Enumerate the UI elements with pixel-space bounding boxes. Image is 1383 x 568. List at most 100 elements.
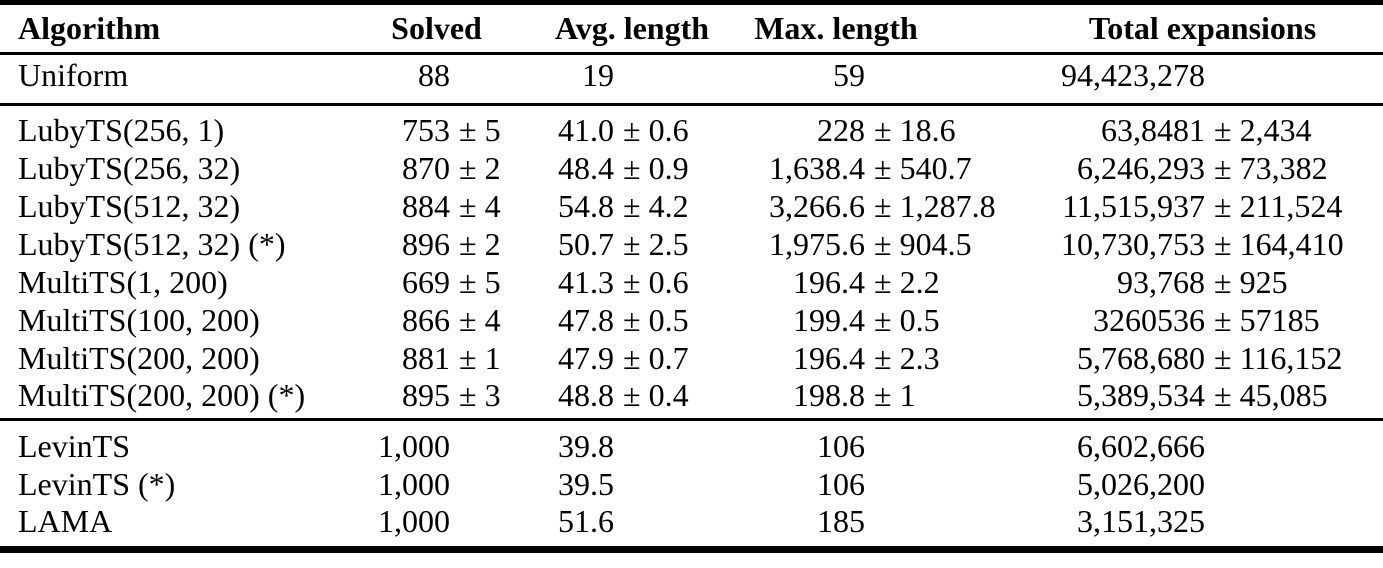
total-expansions-value: 6,246,293	[1077, 149, 1205, 186]
solved-cell: 753 ± 5	[355, 105, 518, 150]
table-row-multits-100-200: MultiTS(100, 200) 866 ± 4 47.8 ± 0.5 199.4…	[0, 301, 1383, 339]
avg-length-cell: 48.4 ± 0.9	[518, 149, 710, 187]
max-length-cell: 185	[710, 503, 1010, 550]
total-expansions-error: ± 925	[1214, 263, 1288, 300]
max-length-cell: 199.4 ± 0.5	[710, 301, 1010, 339]
max-length-error: ± 2.2	[874, 263, 940, 300]
max-length-value: 196.4	[793, 263, 865, 300]
max-length-cell: 196.4 ± 2.2	[710, 263, 1010, 301]
avg-length-value: 41.3	[558, 263, 614, 300]
total-expansions-cell: 6,602,666	[1010, 420, 1383, 466]
avg-length-error: ± 0.5	[623, 301, 689, 338]
solved-error: ± 2	[459, 149, 501, 186]
column-header-max-length: Max. length	[754, 10, 918, 46]
solved-value: 1,000	[378, 503, 450, 539]
solved-error: ± 5	[459, 112, 501, 148]
avg-length-value: 39.5	[558, 465, 614, 502]
total-expansions-cell: 3260536 ± 57185	[1010, 301, 1383, 339]
avg-length-cell: 48.8 ± 0.4	[518, 377, 710, 420]
algorithm-cell: LevinTS (*)	[18, 465, 176, 502]
solved-error: ± 3	[459, 377, 501, 413]
avg-length-cell: 54.8 ± 4.2	[518, 187, 710, 225]
algorithm-cell: MultiTS(200, 200) (*)	[18, 377, 306, 413]
avg-length-cell: 41.3 ± 0.6	[518, 263, 710, 301]
table-row-multits-200-200: MultiTS(200, 200) 881 ± 1 47.9 ± 0.7 196.4…	[0, 339, 1383, 377]
table-row-multits-200-200-star: MultiTS(200, 200) (*) 895 ± 3 48.8 ± 0.4 1…	[0, 377, 1383, 420]
avg-length-cell: 39.5	[518, 465, 710, 503]
total-expansions-value: 10,730,753	[1061, 225, 1205, 262]
solved-cell: 1,000	[355, 465, 518, 503]
algorithm-cell: LubyTS(512, 32)	[18, 187, 241, 224]
max-length-cell: 106	[710, 465, 1010, 503]
avg-length-error: ± 0.6	[623, 112, 689, 148]
solved-value: 753	[402, 112, 450, 148]
max-length-value: 185	[817, 503, 865, 539]
avg-length-value: 41.0	[558, 112, 614, 148]
solved-cell: 895 ± 3	[355, 377, 518, 420]
solved-cell: 1,000	[355, 503, 518, 550]
total-expansions-value: 94,423,278	[1061, 56, 1205, 93]
total-expansions-cell: 5,768,680 ± 116,152	[1010, 339, 1383, 377]
max-length-value: 106	[817, 465, 865, 502]
solved-cell: 1,000	[355, 420, 518, 466]
avg-length-value: 47.8	[558, 301, 614, 338]
avg-length-error: ± 0.7	[623, 339, 689, 376]
total-expansions-cell: 94,423,278	[1010, 54, 1383, 105]
table-row-multits-1-200: MultiTS(1, 200) 669 ± 5 41.3 ± 0.6 196.4 ± …	[0, 263, 1383, 301]
total-expansions-cell: 5,026,200	[1010, 465, 1383, 503]
solved-error: ± 4	[459, 301, 501, 338]
avg-length-cell: 50.7 ± 2.5	[518, 225, 710, 263]
avg-length-value: 54.8	[558, 187, 614, 224]
max-length-value: 199.4	[793, 301, 865, 338]
max-length-error: ± 904.5	[874, 225, 972, 262]
total-expansions-value: 5,389,534	[1077, 377, 1205, 413]
table-row-lubyts-512-32-star: LubyTS(512, 32) (*) 896 ± 2 50.7 ± 2.5 1,9…	[0, 225, 1383, 263]
algorithm-cell: MultiTS(100, 200)	[18, 301, 260, 338]
max-length-cell: 198.8 ± 1	[710, 377, 1010, 420]
max-length-error: ± 1,287.8	[874, 187, 996, 224]
solved-error: ± 2	[459, 225, 501, 262]
solved-value: 870	[402, 149, 450, 186]
avg-length-value: 39.8	[558, 428, 614, 464]
algorithm-cell: LAMA	[18, 503, 113, 539]
total-expansions-error: ± 116,152	[1214, 339, 1343, 376]
column-header-solved: Solved	[391, 10, 482, 46]
results-table: Algorithm Solved Avg. length Max. length…	[0, 0, 1383, 553]
max-length-cell: 1,975.6 ± 904.5	[710, 225, 1010, 263]
max-length-cell: 3,266.6 ± 1,287.8	[710, 187, 1010, 225]
max-length-error: ± 2.3	[874, 339, 940, 376]
table-row-lubyts-512-32: LubyTS(512, 32) 884 ± 4 54.8 ± 4.2 3,266.6…	[0, 187, 1383, 225]
max-length-error: ± 540.7	[874, 149, 972, 186]
group-uniform: Uniform 88 19 59 94,423,278	[0, 54, 1383, 105]
total-expansions-cell: 6,246,293 ± 73,382	[1010, 149, 1383, 187]
column-header-algorithm: Algorithm	[18, 10, 161, 46]
solved-value: 896	[402, 225, 450, 262]
avg-length-error: ± 0.6	[623, 263, 689, 300]
total-expansions-value: 5,768,680	[1077, 339, 1205, 376]
max-length-cell: 228 ± 18.6	[710, 105, 1010, 150]
total-expansions-value: 63,8481	[1101, 112, 1205, 148]
avg-length-cell: 19	[518, 54, 710, 105]
total-expansions-error: ± 73,382	[1214, 149, 1328, 186]
total-expansions-value: 11,515,937	[1062, 187, 1205, 224]
column-header-total-expansions: Total expansions	[1088, 10, 1317, 46]
max-length-value: 198.8	[793, 377, 865, 413]
column-header-avg-length: Avg. length	[554, 10, 710, 46]
solved-value: 895	[402, 377, 450, 413]
max-length-error: ± 1	[874, 377, 916, 413]
table-header: Algorithm Solved Avg. length Max. length…	[0, 3, 1383, 54]
avg-length-cell: 41.0 ± 0.6	[518, 105, 710, 150]
avg-length-error: ± 4.2	[623, 187, 689, 224]
max-length-value: 1,638.4	[769, 149, 865, 186]
table-row-uniform: Uniform 88 19 59 94,423,278	[0, 54, 1383, 105]
header-row: Algorithm Solved Avg. length Max. length…	[0, 3, 1383, 54]
solved-value: 884	[402, 187, 450, 224]
max-length-cell: 59	[710, 54, 1010, 105]
solved-value: 866	[402, 301, 450, 338]
avg-length-cell: 47.9 ± 0.7	[518, 339, 710, 377]
solved-value: 881	[402, 339, 450, 376]
solved-value: 88	[418, 56, 450, 93]
max-length-error: ± 0.5	[874, 301, 940, 338]
total-expansions-value: 3,151,325	[1077, 503, 1205, 539]
solved-error: ± 1	[459, 339, 501, 376]
